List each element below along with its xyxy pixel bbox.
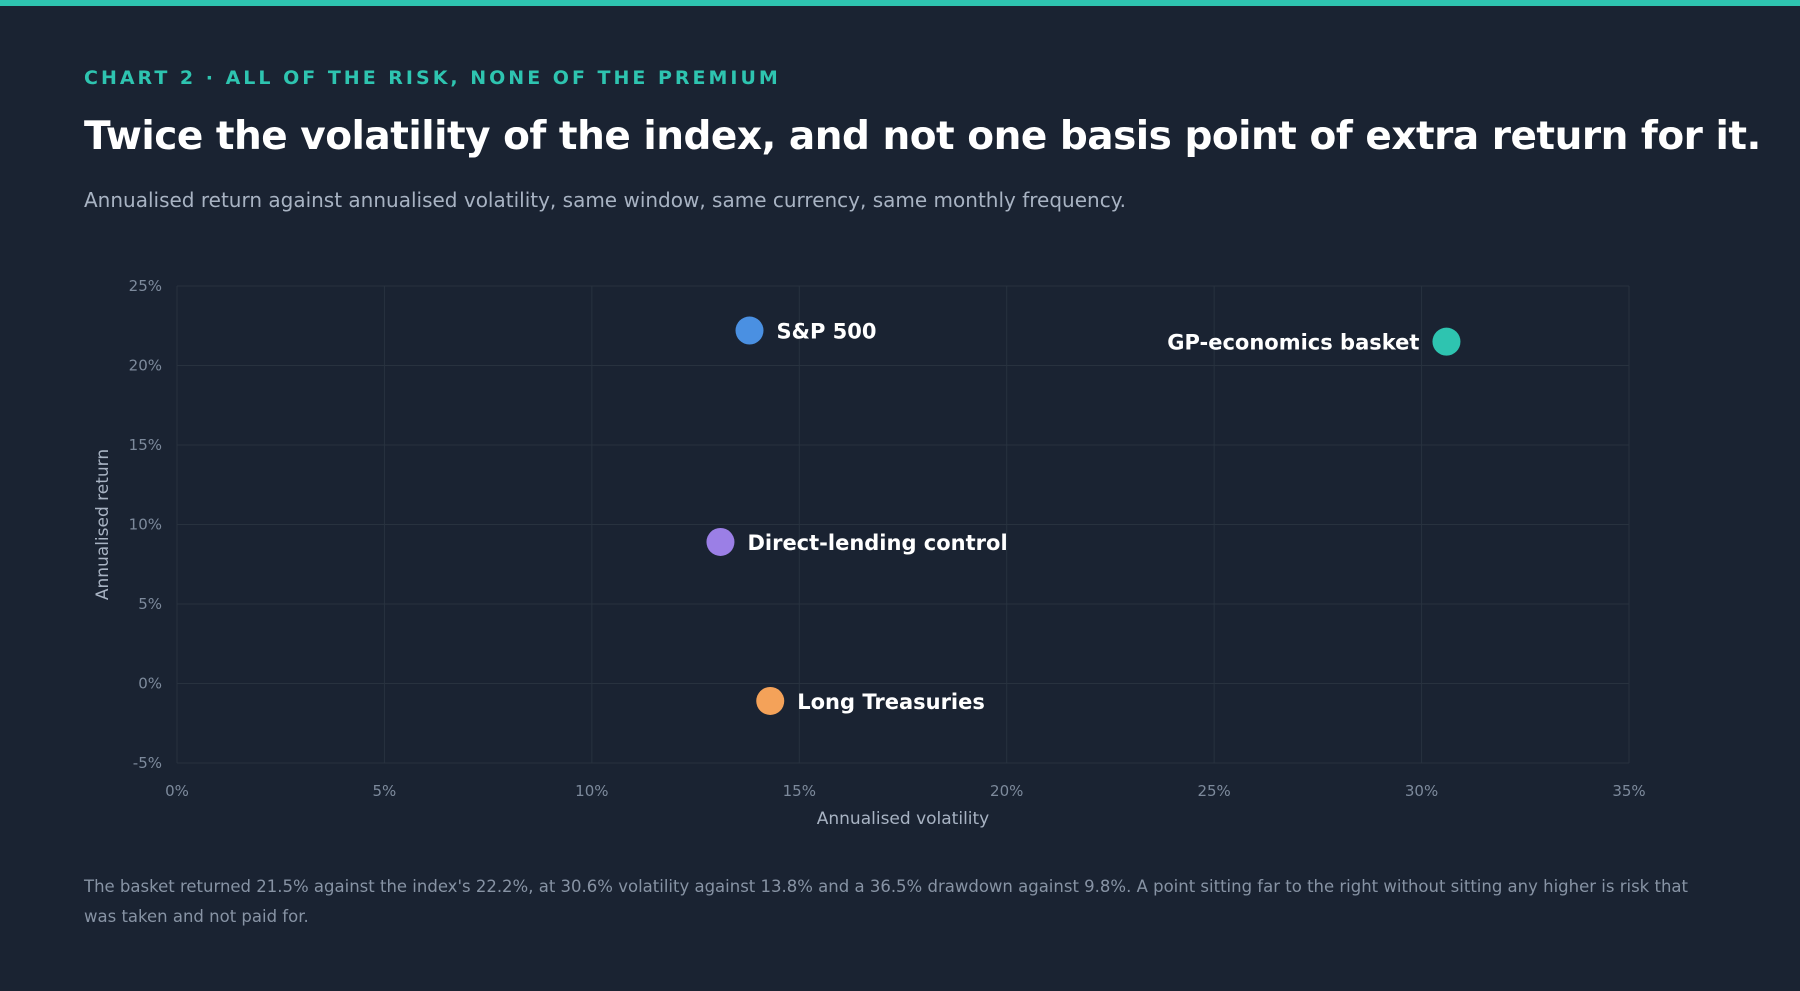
y-tick-label: 0% [138, 675, 162, 693]
data-point-label: Direct-lending control [747, 531, 1007, 555]
data-point-label: GP-economics basket [1167, 331, 1419, 355]
y-tick-label: -5% [133, 754, 162, 772]
x-tick-label: 10% [575, 782, 608, 800]
x-tick-label: 35% [1612, 782, 1645, 800]
data-point [706, 527, 735, 556]
x-tick-label: 0% [165, 782, 189, 800]
data-point-label: Long Treasuries [797, 690, 985, 714]
x-tick-label: 20% [990, 782, 1023, 800]
y-tick-label: 5% [138, 595, 162, 613]
accent-top-bar [0, 0, 1800, 6]
scatter-chart: 0% 5% 10% 15% 20% 25% 30% 35%-5%0%5%10%15%20%25… [93, 277, 1646, 829]
x-tick-label: 30% [1405, 782, 1438, 800]
chart-headline: Twice the volatility of the index, and n… [84, 114, 1761, 159]
grid-layer [176, 285, 1630, 764]
chart-subtitle: Annualised return against annualised vol… [84, 188, 1127, 212]
y-axis-label: Annualised return [93, 449, 113, 600]
x-tick-label: 25% [1197, 782, 1230, 800]
point-layer: S&P 500 GP-economics basket Direct-lending… [706, 316, 1461, 715]
chart-footnote: The basket returned 21.5% against the in… [84, 877, 1688, 926]
x-tick-label: 15% [783, 782, 816, 800]
data-point [735, 316, 764, 345]
y-tick-label: 20% [129, 357, 162, 375]
tick-layer: 0% 5% 10% 15% 20% 25% 30% 35%-5%0%5%10%15%20%25… [129, 277, 1646, 800]
x-axis-label: Annualised volatility [817, 809, 990, 829]
data-point [756, 686, 785, 715]
chart-eyebrow: CHART 2 · ALL OF THE RISK, NONE OF THE P… [84, 67, 781, 89]
y-tick-label: 25% [129, 277, 162, 295]
data-point-label: S&P 500 [777, 320, 877, 344]
y-tick-label: 15% [129, 436, 162, 454]
y-tick-label: 10% [129, 516, 162, 534]
data-point [1432, 327, 1461, 356]
x-tick-label: 5% [373, 782, 397, 800]
